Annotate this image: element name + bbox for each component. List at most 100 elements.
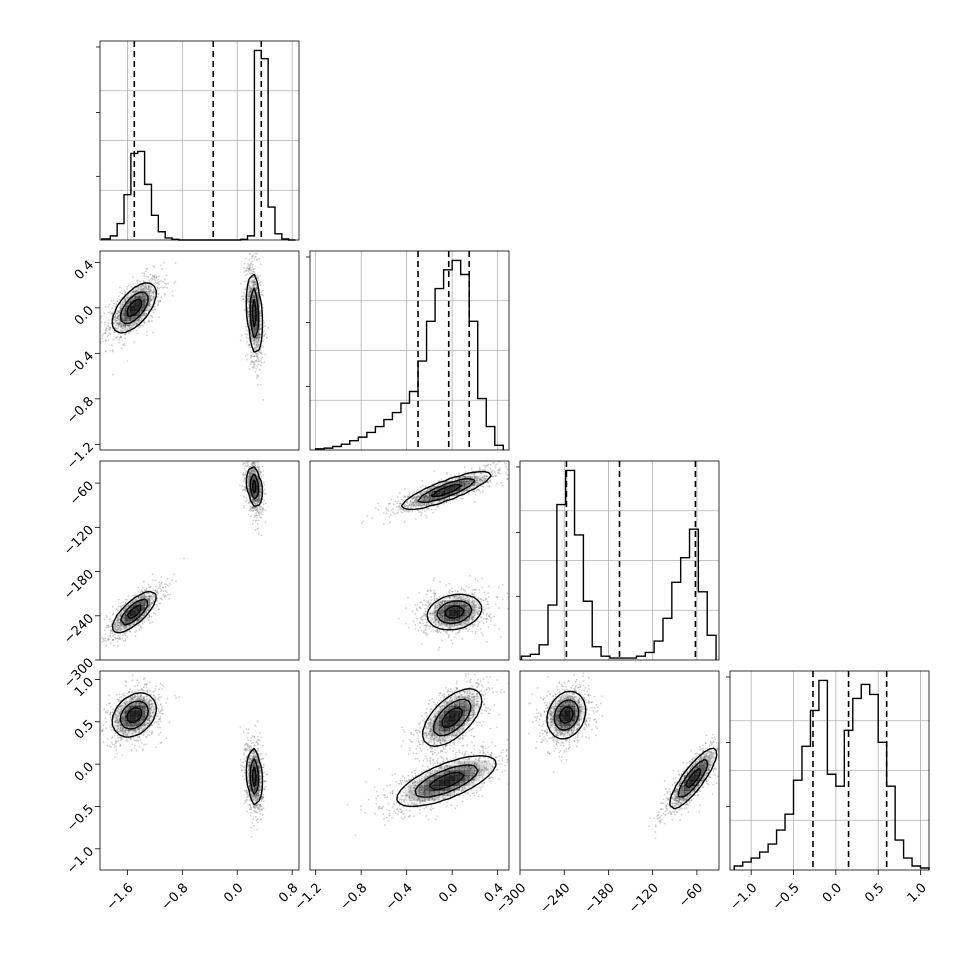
scatter-point [247, 307, 250, 310]
scatter-point [253, 330, 256, 333]
scatter-point [249, 757, 252, 760]
scatter-point [244, 485, 246, 488]
scatter-point [143, 596, 146, 599]
scatter-point [257, 360, 259, 363]
scatter-point [242, 480, 245, 482]
scatter-point [252, 360, 255, 363]
scatter-point [114, 732, 116, 735]
scatter-point [249, 290, 251, 293]
scatter-point [127, 730, 130, 732]
scatter-point [119, 704, 122, 707]
scatter-point [257, 363, 260, 366]
scatter-point [255, 500, 257, 503]
scatter-point [253, 355, 255, 358]
scatter-point [122, 732, 125, 735]
scatter-point [140, 611, 143, 613]
scatter-point [137, 318, 140, 320]
scatter-point [248, 480, 250, 483]
scatter-point [253, 363, 256, 366]
scatter-point [155, 591, 158, 593]
scatter-point [156, 597, 159, 600]
scatter-point [148, 615, 151, 618]
scatter-point [130, 316, 133, 319]
scatter-point [157, 303, 160, 306]
scatter-point [255, 288, 258, 291]
scatter-point [124, 325, 127, 328]
scatter-point [254, 499, 256, 502]
scatter-point [256, 759, 258, 762]
scatter-point [245, 470, 248, 472]
scatter-point [256, 355, 258, 358]
scatter-point [245, 728, 248, 731]
scatter-point [258, 769, 261, 772]
scatter-point [251, 465, 254, 467]
scatter-point [141, 308, 144, 310]
scatter-point [249, 475, 252, 478]
scatter-point [248, 295, 250, 298]
scatter-point [257, 277, 259, 280]
scatter-point [117, 707, 120, 710]
scatter-point [258, 470, 260, 473]
scatter-point [114, 317, 117, 319]
scatter-point [137, 720, 140, 723]
scatter-point [254, 495, 257, 497]
scatter-point [257, 359, 260, 361]
scatter-point [136, 736, 139, 739]
scatter-point [157, 279, 160, 281]
scatter-point [125, 621, 128, 623]
scatter-point [250, 774, 253, 777]
scatter-point [143, 697, 145, 700]
scatter-point [115, 740, 118, 743]
scatter-point [161, 712, 164, 715]
scatter-point [128, 731, 130, 733]
scatter-point [146, 692, 149, 694]
scatter-point [250, 335, 253, 338]
scatter-point [250, 311, 253, 313]
scatter-point [118, 622, 121, 625]
scatter-point [120, 612, 123, 615]
scatter-point [141, 724, 144, 727]
density-cell [249, 295, 255, 302]
scatter-point [263, 334, 266, 337]
scatter-point [141, 294, 144, 296]
scatter-point [243, 473, 245, 476]
scatter-point [134, 290, 137, 293]
scatter-point [249, 243, 251, 245]
scatter-point [166, 577, 169, 580]
scatter-point [153, 595, 156, 597]
density-cell [149, 600, 156, 606]
scatter-point [253, 295, 256, 298]
scatter-point [140, 616, 143, 619]
scatter-point [158, 696, 161, 699]
scatter-point [159, 590, 162, 593]
panel-content [100, 674, 268, 838]
scatter-point [130, 737, 133, 740]
scatter-point [256, 345, 258, 348]
scatter-point [121, 729, 123, 731]
scatter-point [168, 721, 171, 724]
scatter-point [121, 754, 124, 756]
scatter-point [256, 334, 259, 337]
scatter-point [137, 590, 140, 593]
scatter-point [113, 716, 116, 718]
scatter-point [143, 601, 146, 603]
scatter-point [248, 474, 251, 477]
scatter-point [139, 617, 142, 620]
scatter-point [107, 638, 109, 641]
scatter-point [156, 286, 159, 289]
scatter-point [132, 290, 135, 293]
scatter-point [136, 698, 139, 701]
scatter-point [252, 296, 254, 299]
scatter-point [133, 341, 136, 344]
scatter-point [123, 722, 126, 725]
scatter-point [260, 293, 263, 296]
scatter-point [254, 296, 256, 299]
scatter-point [140, 703, 143, 705]
scatter-point [245, 329, 248, 331]
scatter-point [116, 734, 119, 737]
scatter-point [255, 360, 257, 362]
scatter-point [125, 630, 128, 633]
scatter-point [249, 491, 251, 494]
scatter-point [138, 699, 141, 701]
scatter-point [250, 472, 253, 474]
